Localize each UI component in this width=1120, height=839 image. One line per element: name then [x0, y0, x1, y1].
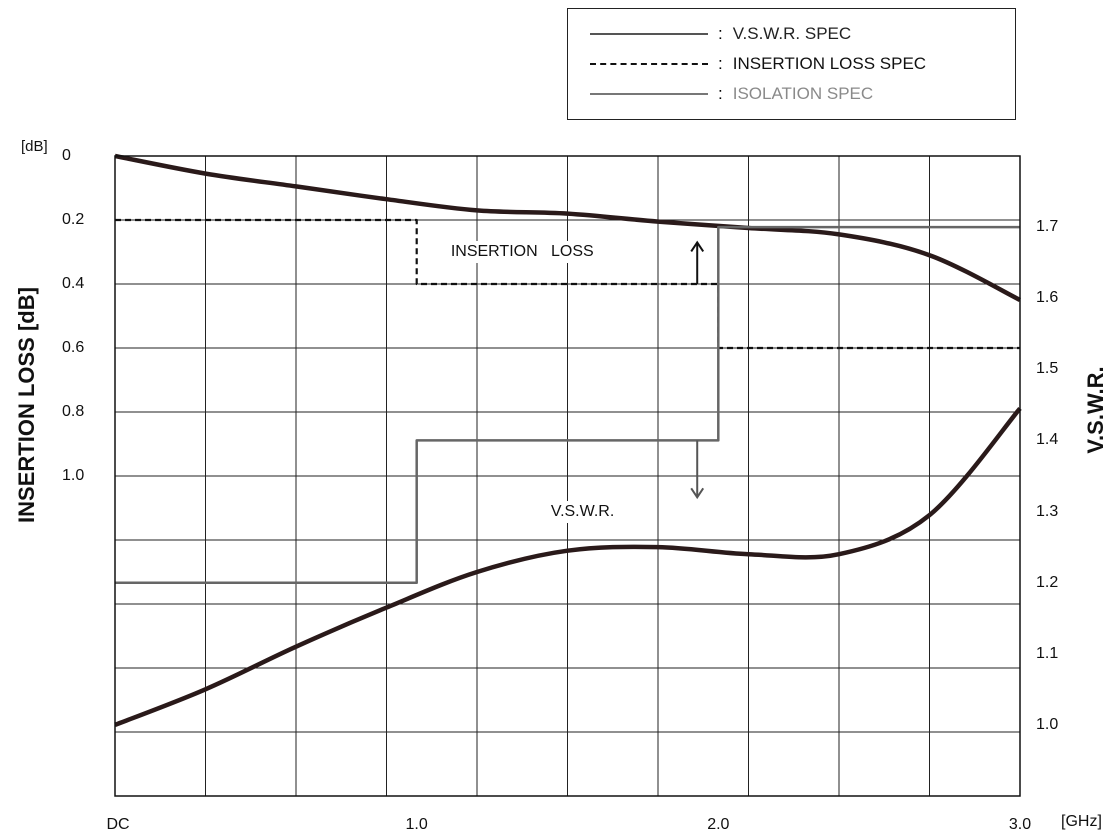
- legend-item-vswr: : V.S.W.R. SPEC: [590, 22, 851, 46]
- left-axis-title: INSERTION LOSS [dB]: [14, 287, 40, 523]
- left-unit-label: [dB]: [21, 138, 48, 155]
- legend-label: INSERTION LOSS SPEC: [733, 54, 926, 74]
- x-tick-label: 3.0: [1009, 816, 1031, 834]
- annotation-label: V.S.W.R.: [541, 501, 624, 523]
- left-tick-label: 0.2: [62, 211, 84, 229]
- right-tick-label: 1.1: [1036, 645, 1058, 663]
- left-tick-label: 0.4: [62, 275, 84, 293]
- right-tick-label: 1.6: [1036, 289, 1058, 307]
- right-tick-label: 1.7: [1036, 218, 1058, 236]
- left-tick-label: 0.8: [62, 403, 84, 421]
- left-tick-label: 1.0: [62, 467, 84, 485]
- right-tick-label: 1.0: [1036, 716, 1058, 734]
- legend-item-isolation: : ISOLATION SPEC: [590, 82, 873, 106]
- legend-swatch: [590, 93, 708, 95]
- left-tick-label: 0: [62, 147, 71, 165]
- right-tick-label: 1.4: [1036, 431, 1058, 449]
- legend-separator: :: [718, 54, 723, 74]
- legend-label: V.S.W.R. SPEC: [733, 24, 851, 44]
- right-tick-label: 1.5: [1036, 360, 1058, 378]
- legend-separator: :: [718, 24, 723, 44]
- legend-item-insertion-loss: : INSERTION LOSS SPEC: [590, 52, 926, 76]
- right-tick-label: 1.3: [1036, 503, 1058, 521]
- right-axis-title: V.S.W.R.: [1083, 366, 1109, 453]
- x-tick-label: 1.0: [406, 816, 428, 834]
- legend-separator: :: [718, 84, 723, 104]
- legend: : V.S.W.R. SPEC : INSERTION LOSS SPEC : …: [567, 8, 1016, 120]
- right-tick-label: 1.2: [1036, 574, 1058, 592]
- legend-swatch: [590, 33, 708, 35]
- chart-arrows: [691, 242, 703, 497]
- legend-label: ISOLATION SPEC: [733, 84, 873, 104]
- left-tick-label: 0.6: [62, 339, 84, 357]
- legend-swatch: [590, 63, 708, 65]
- x-tick-label: 2.0: [707, 816, 729, 834]
- annotation-label: INSERTION LOSS: [441, 241, 604, 263]
- x-tick-label: DC: [106, 816, 129, 834]
- x-unit-label: [GHz]: [1061, 813, 1102, 831]
